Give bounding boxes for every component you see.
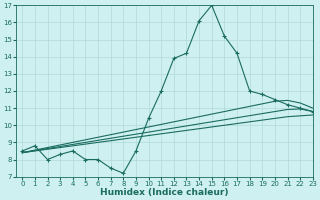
- X-axis label: Humidex (Indice chaleur): Humidex (Indice chaleur): [100, 188, 228, 197]
